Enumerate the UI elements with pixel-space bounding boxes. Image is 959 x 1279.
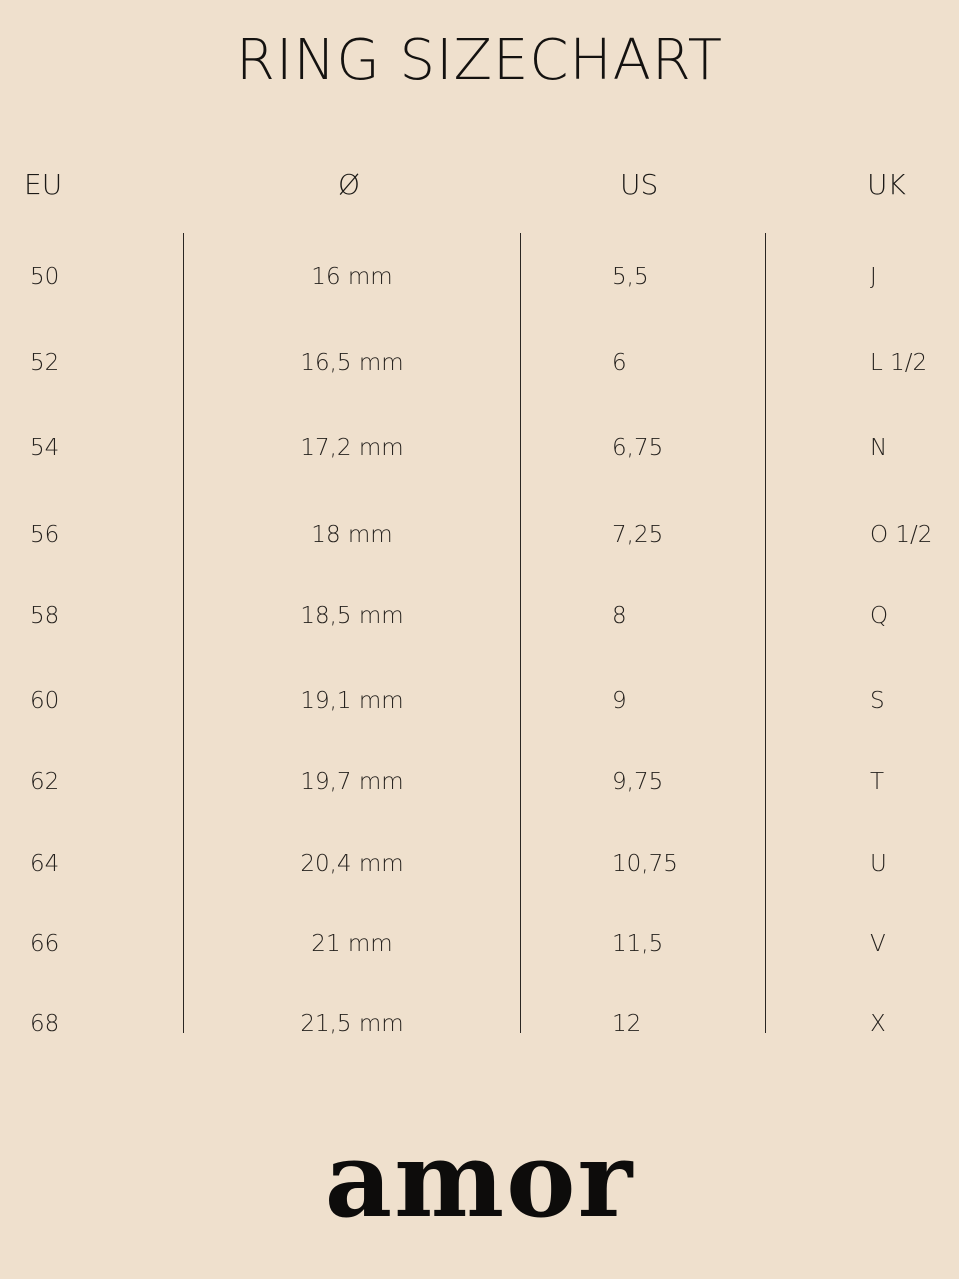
cell-eu: 64 — [30, 851, 60, 877]
cell-eu: 66 — [30, 931, 60, 957]
cell-uk: J — [870, 264, 877, 290]
cell-us: 6 — [612, 350, 627, 376]
cell-us: 11,5 — [612, 931, 664, 957]
cell-us: 6,75 — [612, 435, 664, 461]
page-title: RING SIZECHART — [236, 28, 723, 93]
cell-eu: 50 — [30, 264, 60, 290]
cell-diameter: 16 mm — [311, 264, 393, 290]
cell-uk: N — [870, 435, 888, 461]
cell-uk: X — [870, 1011, 886, 1037]
cell-eu: 52 — [30, 350, 60, 376]
cell-us: 9 — [612, 688, 627, 714]
cell-us: 5,5 — [612, 264, 649, 290]
cell-us: 9,75 — [612, 769, 664, 795]
cell-uk: L 1/2 — [870, 350, 928, 376]
cell-uk: S — [870, 688, 885, 714]
cell-uk: V — [870, 931, 886, 957]
cell-diameter: 21 mm — [311, 931, 393, 957]
header-eu: EU — [24, 168, 63, 201]
header-uk: UK — [867, 168, 906, 201]
cell-diameter: 17,2 mm — [300, 435, 404, 461]
column-divider — [765, 233, 766, 1033]
column-divider — [183, 233, 184, 1033]
cell-eu: 62 — [30, 769, 60, 795]
cell-diameter: 16,5 mm — [300, 350, 404, 376]
cell-uk: Q — [870, 603, 889, 629]
cell-eu: 60 — [30, 688, 60, 714]
cell-diameter: 21,5 mm — [300, 1011, 404, 1037]
cell-uk: O 1/2 — [870, 522, 933, 548]
cell-diameter: 19,7 mm — [300, 769, 404, 795]
cell-eu: 54 — [30, 435, 60, 461]
cell-eu: 68 — [30, 1011, 60, 1037]
column-divider — [520, 233, 521, 1033]
cell-uk: T — [870, 769, 885, 795]
header-us: US — [620, 168, 659, 201]
cell-uk: U — [870, 851, 887, 877]
cell-us: 12 — [612, 1011, 642, 1037]
cell-eu: 58 — [30, 603, 60, 629]
cell-diameter: 18 mm — [311, 522, 393, 548]
header-diameter: Ø — [338, 168, 361, 201]
cell-us: 8 — [612, 603, 627, 629]
cell-diameter: 20,4 mm — [300, 851, 404, 877]
cell-diameter: 19,1 mm — [300, 688, 404, 714]
cell-us: 10,75 — [612, 851, 678, 877]
cell-us: 7,25 — [612, 522, 664, 548]
brand-logo: amor — [324, 1118, 635, 1241]
cell-eu: 56 — [30, 522, 60, 548]
cell-diameter: 18,5 mm — [300, 603, 404, 629]
